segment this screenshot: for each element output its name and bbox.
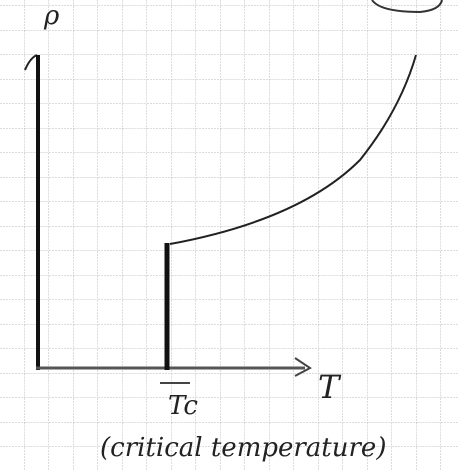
x-axis-label: T [318,368,342,406]
tc-label: Tc [168,391,198,421]
grid-paper [0,0,458,470]
y-axis-label: ρ [43,1,60,31]
sketch: ρ T Tc (critical temperature) [0,0,458,470]
tc-note: (critical temperature) [100,433,386,463]
